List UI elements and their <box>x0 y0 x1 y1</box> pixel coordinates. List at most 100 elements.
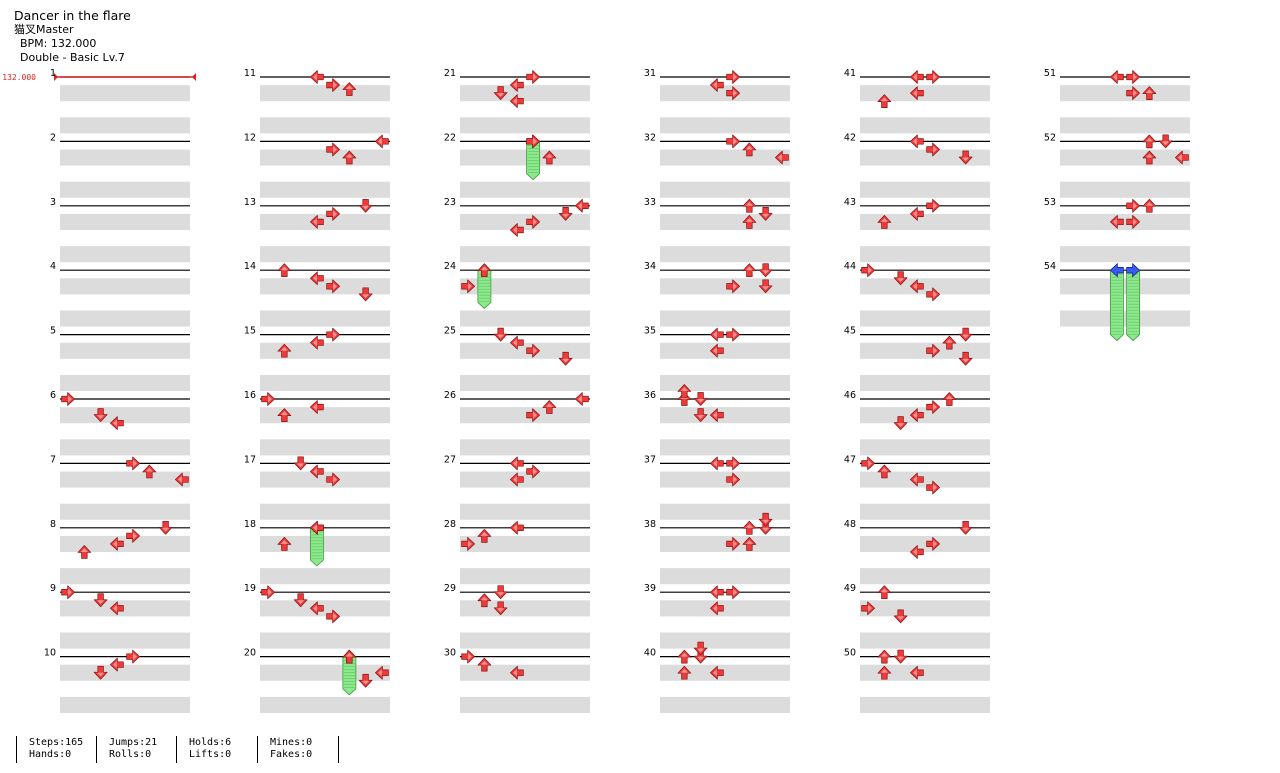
arrow-shape <box>61 392 75 406</box>
arrow-highlight <box>345 153 353 158</box>
bpm-tick-left <box>54 73 58 81</box>
arrow-highlight <box>897 423 905 427</box>
arrow-shape <box>877 464 892 479</box>
measure-13: 13 <box>244 197 390 263</box>
measure-number: 54 <box>1044 261 1056 272</box>
arrow-shape <box>326 279 340 294</box>
stat-divider <box>338 736 351 763</box>
stat-line: Hands:0 <box>29 749 72 760</box>
tap-arrow <box>326 78 340 92</box>
arrow-highlight <box>933 202 937 210</box>
arrow-highlight <box>933 483 937 492</box>
measure-36: 36 <box>644 390 790 456</box>
beat-band <box>260 600 390 617</box>
arrow-highlight <box>778 153 782 162</box>
beat-band <box>1060 310 1190 327</box>
tap-arrow <box>910 70 924 84</box>
tap-arrow <box>342 150 357 165</box>
tap-arrow <box>910 207 924 221</box>
beat-band <box>260 568 390 585</box>
tap-arrow <box>910 86 924 100</box>
arrow-shape <box>1175 150 1189 165</box>
arrow-highlight <box>1133 89 1137 97</box>
arrow-highlight <box>162 527 170 532</box>
arrow-highlight <box>745 145 753 150</box>
arrow-highlight <box>1178 153 1182 162</box>
arrow-highlight <box>697 399 705 403</box>
tap-arrow <box>510 456 524 471</box>
arrow-shape <box>358 673 373 688</box>
arrow-shape <box>877 665 892 680</box>
arrow-shape <box>710 456 724 471</box>
tap-arrow <box>510 665 524 680</box>
measure-40: 40 <box>644 648 790 713</box>
tap-arrow <box>775 150 789 165</box>
measure-number: 7 <box>50 454 56 465</box>
tap-arrow <box>310 215 324 229</box>
tap-arrow <box>493 601 508 616</box>
arrow-shape <box>758 207 773 221</box>
arrow-shape <box>893 271 908 286</box>
tap-arrow <box>342 82 357 96</box>
arrow-highlight <box>513 97 517 105</box>
tap-arrow <box>710 456 724 471</box>
difficulty-label: 猫叉Master <box>14 23 74 36</box>
arrow-shape <box>542 400 557 414</box>
measure-43: 43 <box>844 197 990 263</box>
arrow-shape <box>510 94 524 109</box>
arrow-highlight <box>697 648 705 653</box>
stat-line: Steps:165 <box>29 737 84 748</box>
measure-number: 16 <box>244 390 256 401</box>
arrow-highlight <box>1145 89 1153 94</box>
beat-band <box>460 246 590 263</box>
arrow-highlight <box>713 411 717 419</box>
tap-arrow <box>677 384 692 398</box>
arrow-highlight <box>897 616 905 621</box>
beat-band <box>860 439 990 456</box>
arrow-highlight <box>1145 153 1153 158</box>
tap-arrow <box>893 649 908 664</box>
tap-arrow <box>261 392 275 406</box>
tap-arrow <box>175 472 189 487</box>
beat-band <box>1060 213 1190 230</box>
arrow-shape <box>110 416 124 430</box>
tap-arrow <box>575 198 589 213</box>
arrow-shape <box>693 408 708 422</box>
beat-band <box>60 213 190 230</box>
beat-band <box>660 310 790 327</box>
arrow-highlight <box>345 85 353 90</box>
beat-band <box>660 535 790 552</box>
tap-arrow <box>510 78 524 92</box>
arrow-highlight <box>868 266 872 274</box>
measure-number: 9 <box>50 583 56 594</box>
arrow-highlight <box>68 395 72 403</box>
tap-arrow <box>958 520 973 535</box>
arrow-shape <box>93 593 108 608</box>
arrow-highlight <box>880 467 888 472</box>
tap-arrow <box>526 464 540 479</box>
arrow-highlight <box>913 282 917 290</box>
arrow-shape <box>326 472 340 487</box>
measure-number: 20 <box>244 648 256 659</box>
arrow-shape <box>61 585 75 600</box>
hold-head-arrow <box>477 263 492 278</box>
beat-band <box>860 535 990 552</box>
tap-arrow <box>142 464 157 479</box>
beat-band <box>260 503 390 520</box>
tap-arrow <box>510 520 524 535</box>
measure-29: 29 <box>444 583 590 649</box>
measure-number: 34 <box>644 261 656 272</box>
arrow-highlight <box>80 548 88 552</box>
arrow-shape <box>710 665 724 680</box>
arrow-highlight <box>313 524 317 532</box>
measure-number: 12 <box>244 132 256 143</box>
arrow-shape <box>310 601 324 616</box>
arrow-highlight <box>733 282 737 290</box>
arrow-highlight <box>933 347 937 355</box>
tap-arrow <box>358 287 373 302</box>
arrow-highlight <box>533 467 537 476</box>
arrow-highlight <box>697 656 705 661</box>
arrow-shape <box>575 392 589 406</box>
measure-18: 18 <box>244 519 390 585</box>
arrow-shape <box>175 472 189 487</box>
